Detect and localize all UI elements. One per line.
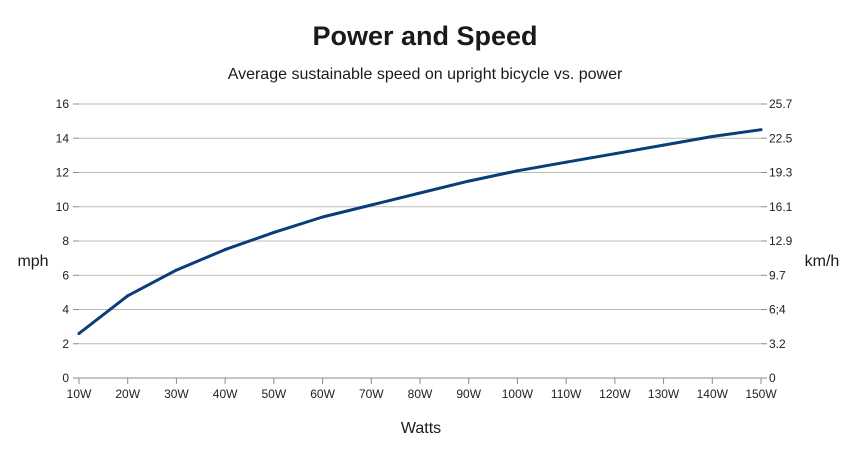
y-axis-right-ticks: 0 3.2 6;4 9.7 12.9 16.1 19.3 22.5 25.7 [761,97,793,385]
y2-tick-label: 0 [769,371,776,385]
data-point [369,203,373,207]
x-tick-label: 20W [115,387,140,401]
x-tick-label: 110W [551,387,582,401]
series-line [77,128,763,335]
y-tick-label: 8 [62,234,69,248]
data-point [564,160,568,164]
data-point [418,191,422,195]
data-point [272,230,276,234]
x-tick-label: 80W [408,387,433,401]
data-point [223,248,227,252]
x-tick-label: 10W [67,387,92,401]
x-axis-ticks: 10W 20W 30W 40W 50W 60W 70W 80W 90W 100W 110W 120W 1… [67,378,777,401]
data-point [759,128,763,132]
y2-tick-label: 12.9 [769,234,793,248]
x-axis-label: Watts [401,420,441,437]
y-axis-left-ticks: 0 2 4 6 8 10 12 14 16 [56,97,79,385]
y-axis-label-right: km/h [805,253,840,270]
y-tick-label: 12 [56,166,70,180]
x-tick-label: 30W [164,387,189,401]
x-tick-label: 100W [502,387,534,401]
x-tick-label: 120W [599,387,631,401]
data-point [467,179,471,183]
y-axis-label-left: mph [17,253,48,270]
data-point [613,152,617,156]
data-point [174,268,178,272]
x-tick-label: 40W [213,387,238,401]
x-tick-label: 50W [262,387,287,401]
data-point [710,135,714,138]
x-tick-label: 70W [359,387,384,401]
y2-tick-label: 25.7 [769,97,793,111]
y-tick-label: 2 [62,337,69,351]
y2-tick-label: 16.1 [769,200,793,214]
gridlines [79,103,761,345]
y-tick-label: 4 [62,303,69,317]
data-point [126,294,130,298]
x-tick-label: 90W [456,387,481,401]
y2-tick-label: 19.3 [769,166,793,180]
chart-title: Power and Speed [312,21,537,51]
y-tick-label: 14 [56,131,70,145]
y2-tick-label: 3.2 [769,337,786,351]
y2-tick-label: 9.7 [769,268,786,282]
x-tick-label: 150W [745,387,777,401]
x-tick-label: 140W [697,387,729,401]
data-point [77,332,81,335]
y-tick-label: 16 [56,97,70,111]
chart-subtitle: Average sustainable speed on upright bic… [228,66,623,83]
data-point [321,215,325,219]
y2-tick-label: 6;4 [769,303,786,317]
y-tick-label: 6 [62,268,69,282]
data-point [662,143,666,147]
y-tick-label: 0 [62,371,69,385]
y-tick-label: 10 [56,200,70,214]
y2-tick-label: 22.5 [769,131,793,145]
x-tick-label: 130W [648,387,680,401]
series-layer [77,128,763,335]
x-tick-label: 60W [310,387,335,401]
data-point [515,169,519,173]
